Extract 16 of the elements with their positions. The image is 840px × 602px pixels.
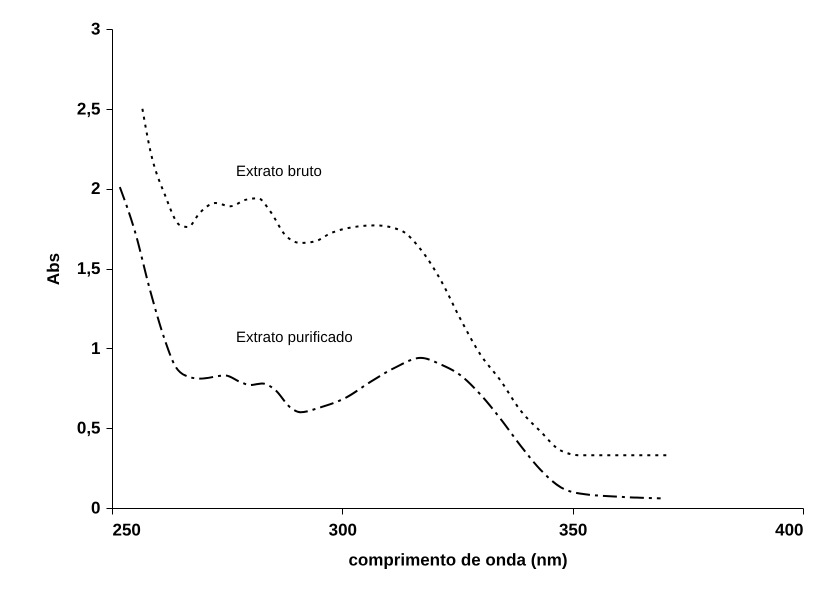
- y-tick-label: 0,5: [76, 418, 100, 438]
- x-tick-label: 350: [558, 520, 588, 540]
- x-tick-label: 400: [775, 520, 804, 540]
- x-axis-title: comprimento de onda (nm): [348, 550, 568, 570]
- line-series: [118, 186, 662, 500]
- y-tick-label: 0: [91, 498, 100, 518]
- series-label: Extrato bruto: [236, 163, 322, 180]
- y-tick-label: 2: [91, 179, 100, 198]
- y-tick-label: 3: [91, 20, 100, 38]
- y-tick-label: 1,5: [76, 259, 100, 278]
- y-tick-label: 2,5: [76, 99, 100, 118]
- y-axis-title: Abs: [44, 252, 63, 286]
- x-tick-label: 250: [112, 520, 141, 540]
- x-tick-label: 300: [328, 520, 358, 540]
- text: Extrato purificado: [236, 329, 353, 346]
- y-tick-label: 1: [91, 338, 100, 358]
